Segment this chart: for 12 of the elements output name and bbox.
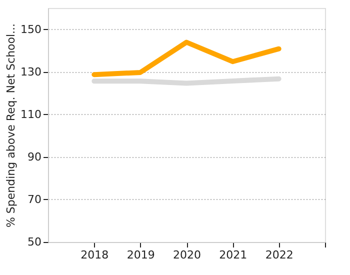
x-tick-label: 2022 [265, 248, 294, 262]
y-tick-label: 110 [20, 108, 42, 121]
y-tick-label: 50 [28, 236, 42, 248]
x-tick-label: 2020 [173, 248, 201, 262]
x-tick-label: 2021 [219, 248, 248, 262]
x-tick-label: 2018 [80, 248, 109, 262]
y-tick-label: 70 [28, 192, 42, 206]
y-axis-title: % Spending above Req. Net School... [4, 23, 18, 228]
y-tick-label: 90 [28, 150, 42, 164]
y-tick-label: 150 [20, 22, 42, 36]
y-tick-label: 130 [20, 65, 42, 78]
x-tick-label: 2019 [126, 248, 155, 262]
